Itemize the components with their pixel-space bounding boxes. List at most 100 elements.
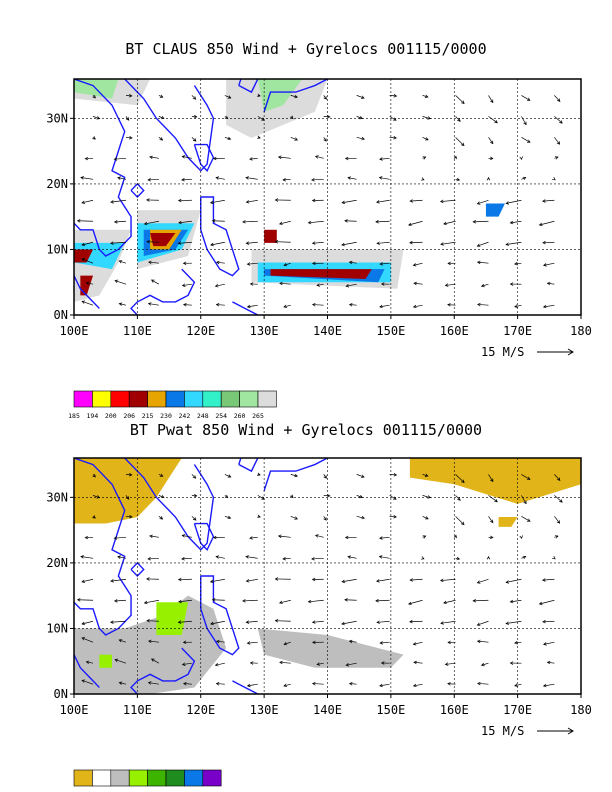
wind-vector xyxy=(379,304,390,308)
wind-vector-head xyxy=(274,240,279,244)
wind-vector xyxy=(216,640,225,643)
wind-vector-head xyxy=(542,199,546,203)
wind-vector xyxy=(290,474,298,477)
wind-vector xyxy=(514,262,522,265)
wind-vector xyxy=(323,516,327,521)
x-tick-label: 100E xyxy=(60,703,89,717)
wind-vector-head xyxy=(379,304,383,309)
wind-vector-head xyxy=(425,137,429,141)
wind-vector xyxy=(257,116,265,121)
wind-vector xyxy=(92,116,100,119)
wind-vector-head xyxy=(505,242,509,246)
wind-vector-head xyxy=(181,283,186,287)
wind-vector-head xyxy=(227,136,232,141)
y-tick-label: 30N xyxy=(46,490,68,504)
wind-vector-head xyxy=(210,242,214,247)
wind-vector-head xyxy=(393,496,397,500)
wind-vector-head xyxy=(279,660,283,665)
wind-vector-head xyxy=(181,534,186,538)
wind-vector xyxy=(341,620,357,625)
wind-vector-head xyxy=(522,176,527,181)
wind-vector xyxy=(473,220,489,223)
wind-vector-head xyxy=(227,95,232,99)
wind-vector-head xyxy=(249,282,254,286)
wind-vector xyxy=(283,262,291,266)
coastline xyxy=(124,458,215,551)
wind-vector xyxy=(158,137,163,141)
wind-vector-head xyxy=(490,519,494,524)
wind-vector xyxy=(409,241,423,244)
wind-vector-head xyxy=(556,98,561,102)
wind-vector xyxy=(312,620,324,623)
wind-vector xyxy=(279,661,291,664)
wind-vector-head xyxy=(245,176,249,180)
wind-vector-head xyxy=(494,498,498,503)
y-tick-label: 30N xyxy=(46,111,68,125)
wind-vector xyxy=(521,95,531,101)
wind-vector-head xyxy=(283,641,288,646)
wind-vector-head xyxy=(210,621,214,626)
x-tick-label: 160E xyxy=(440,324,469,338)
wind-vector-head xyxy=(110,200,114,204)
wind-vector-head xyxy=(282,177,286,182)
wind-vector-head xyxy=(476,243,481,247)
wind-vector xyxy=(114,220,126,223)
wind-vector xyxy=(125,136,133,139)
wind-vector xyxy=(148,303,159,306)
wind-vector-head xyxy=(552,176,556,181)
wind-vector-head xyxy=(556,520,561,524)
wind-vector xyxy=(81,300,94,306)
wind-vector-head xyxy=(514,304,518,308)
wind-vector xyxy=(110,199,127,203)
wind-vector xyxy=(216,683,225,685)
wind-vector-head xyxy=(526,476,531,480)
wind-vector xyxy=(283,557,291,560)
wind-vector xyxy=(521,495,527,504)
x-tick-label: 100E xyxy=(60,324,89,338)
colorbar-swatch xyxy=(147,769,167,787)
wind-vector xyxy=(477,261,489,264)
wind-vector xyxy=(356,137,365,140)
wind-vector xyxy=(521,137,531,143)
coastline xyxy=(124,79,215,172)
wind-vector xyxy=(81,258,94,264)
y-tick-label: 20N xyxy=(46,556,68,570)
y-tick-label: 10N xyxy=(46,242,68,256)
wind-vector xyxy=(440,199,456,202)
wind-vector-head xyxy=(361,515,365,520)
wind-vector xyxy=(543,304,555,308)
wind-vector xyxy=(114,157,126,160)
wind-vector-head xyxy=(444,283,449,287)
wind-vector xyxy=(422,137,429,141)
wind-vector xyxy=(505,620,522,624)
wind-vector xyxy=(488,95,494,103)
wind-vector xyxy=(443,220,456,225)
wind-vector xyxy=(114,280,127,285)
wind-vector xyxy=(246,241,258,244)
wind-vector xyxy=(356,495,363,498)
wind-vector-head xyxy=(92,515,96,519)
wind-vector xyxy=(542,241,555,244)
colorbar-label: 260 xyxy=(234,412,246,420)
wind-vector-head xyxy=(178,599,182,604)
wind-vector-head xyxy=(192,475,197,479)
top-chart-title: BT CLAUS 850 Wind + Gyrelocs 001115/0000 xyxy=(125,40,487,58)
wind-vector xyxy=(455,495,461,501)
wind-vector-head xyxy=(311,178,315,182)
wind-vector-head xyxy=(246,641,251,645)
wind-vector xyxy=(125,116,130,121)
wind-vector xyxy=(440,241,456,245)
wind-vector xyxy=(488,474,494,482)
wind-vector xyxy=(422,474,428,477)
wind-vector xyxy=(148,682,159,685)
wind-vector xyxy=(543,262,555,266)
wind-vector xyxy=(191,474,196,479)
colorbar-label: 185 xyxy=(68,412,80,420)
wind-vector-head xyxy=(408,222,412,227)
wind-vector-head xyxy=(490,99,494,104)
wind-vector xyxy=(349,683,357,685)
wind-vector-head xyxy=(182,261,187,266)
wind-vector-head xyxy=(85,281,90,286)
wind-vector-head xyxy=(379,262,383,266)
